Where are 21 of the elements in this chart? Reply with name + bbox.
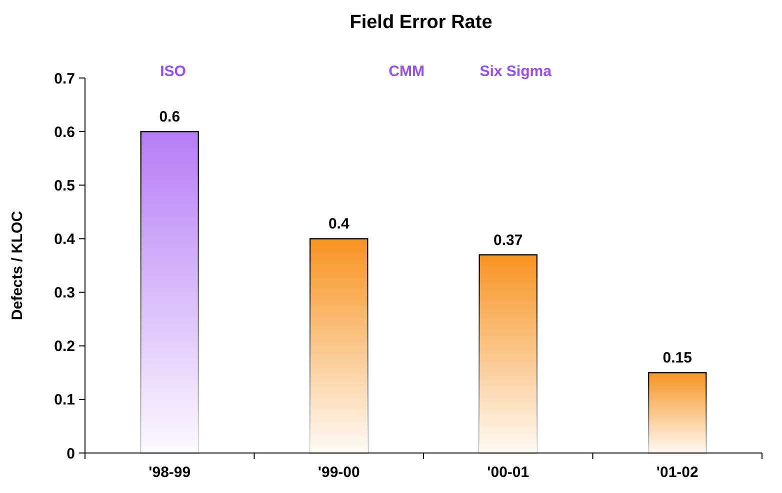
y-tick-label: 0.2 (54, 338, 75, 356)
x-tick-label: '99-00 (318, 464, 360, 481)
y-tick-label: 0.1 (54, 392, 75, 409)
chart-title: Field Error Rate (350, 12, 492, 33)
y-axis-title: Defects / KLOC (9, 210, 26, 320)
data-label: 0.15 (662, 350, 692, 367)
y-tick-label: 0.4 (54, 230, 76, 248)
x-tick-label: '00-01 (487, 464, 530, 481)
y-tick-label: 0.3 (54, 284, 75, 302)
x-tick-label: '98-99 (148, 464, 191, 481)
annotation: Six Sigma (480, 63, 552, 80)
y-tick-label: 0.6 (54, 124, 75, 141)
data-label: 0.4 (328, 216, 350, 233)
annotation: ISO (160, 63, 186, 80)
y-tick-label: 0.7 (54, 70, 75, 88)
data-label: 0.37 (494, 232, 523, 249)
y-tick-label: 0 (66, 445, 75, 462)
x-tick-label: '01-02 (656, 464, 698, 481)
y-tick-label: 0.5 (54, 177, 75, 194)
annotation: CMM (388, 63, 424, 80)
data-label: 0.6 (159, 108, 180, 126)
